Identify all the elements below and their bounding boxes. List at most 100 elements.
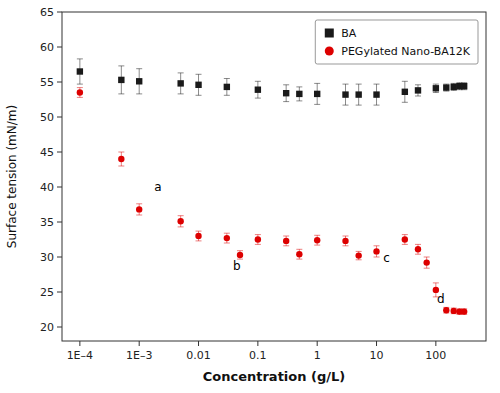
point xyxy=(443,84,449,90)
error-bar xyxy=(296,87,302,101)
error-bar-cap xyxy=(415,254,421,255)
error-bar xyxy=(402,235,408,245)
point xyxy=(255,87,261,93)
error-bar xyxy=(356,84,362,105)
error-bar-cap xyxy=(136,203,142,204)
error-bar-cap xyxy=(136,215,142,216)
error-bar-cap xyxy=(356,259,362,260)
error-bar-cap xyxy=(356,251,362,252)
error-bar-cap xyxy=(255,244,261,245)
y-tick-label: 40 xyxy=(40,181,54,194)
error-bar-cap xyxy=(374,257,380,258)
point xyxy=(77,68,83,74)
error-bar-cap xyxy=(415,84,421,85)
error-bar xyxy=(443,307,449,313)
y-tick-label: 20 xyxy=(40,321,54,334)
y-tick xyxy=(57,47,62,48)
point xyxy=(423,259,429,265)
point xyxy=(451,308,457,314)
x-tick xyxy=(257,341,258,346)
point xyxy=(415,87,421,93)
y-axis-label: Surface tension (mN/m) xyxy=(5,105,19,248)
error-bar-cap xyxy=(283,236,289,237)
y-tick-label: 60 xyxy=(40,41,54,54)
point xyxy=(177,218,183,224)
error-bar-cap xyxy=(224,233,230,234)
error-bar-cap xyxy=(374,105,380,106)
point xyxy=(355,91,361,97)
point xyxy=(443,307,449,313)
point xyxy=(314,237,320,243)
error-bar xyxy=(314,83,320,104)
error-bar xyxy=(314,235,320,245)
error-bar-cap xyxy=(224,78,230,79)
y-tick-label: 50 xyxy=(40,111,54,124)
error-bar-cap xyxy=(196,95,202,96)
x-tick-label: 100 xyxy=(425,349,446,362)
error-bar-cap xyxy=(283,101,289,102)
error-bar xyxy=(415,85,421,96)
error-bar xyxy=(255,81,261,98)
error-bar-cap xyxy=(77,58,83,59)
y-tick xyxy=(57,327,62,328)
error-bar xyxy=(255,235,261,245)
x-tick xyxy=(317,341,318,346)
error-bar-cap xyxy=(77,84,83,85)
y-tick xyxy=(57,82,62,83)
error-bar-cap xyxy=(224,243,230,244)
error-bar-cap xyxy=(314,104,320,105)
error-bar-cap xyxy=(178,215,184,216)
legend: BAPEGylated Nano-BA12K xyxy=(315,20,478,64)
x-tick xyxy=(79,341,80,346)
annotation: d xyxy=(437,292,445,306)
error-bar-cap xyxy=(296,100,302,101)
series xyxy=(77,88,468,315)
error-bar-cap xyxy=(283,245,289,246)
error-bar xyxy=(296,249,302,259)
error-bar-cap xyxy=(343,84,349,85)
y-tick xyxy=(57,222,62,223)
point xyxy=(402,89,408,95)
point xyxy=(433,85,439,91)
point xyxy=(237,252,243,258)
error-bar-cap xyxy=(77,97,83,98)
error-bar-cap xyxy=(343,245,349,246)
error-bar-cap xyxy=(178,72,184,73)
error-bar-cap xyxy=(255,81,261,82)
y-tick-label: 45 xyxy=(40,146,54,159)
error-bar xyxy=(343,236,349,246)
annotations: abcd xyxy=(154,180,444,306)
point xyxy=(283,90,289,96)
error-bar-cap xyxy=(433,282,439,283)
point xyxy=(224,84,230,90)
error-bar-cap xyxy=(424,257,430,258)
error-bar xyxy=(402,81,408,102)
y-tick-label: 35 xyxy=(40,216,54,229)
error-bar xyxy=(415,244,421,254)
x-tick-label: 0.1 xyxy=(249,349,267,362)
y-tick xyxy=(57,257,62,258)
error-bar-cap xyxy=(283,84,289,85)
point xyxy=(415,246,421,252)
error-bar-cap xyxy=(415,244,421,245)
error-bar-cap xyxy=(356,84,362,85)
y-tick xyxy=(57,292,62,293)
error-bar xyxy=(136,69,142,94)
error-bar-cap xyxy=(374,245,380,246)
error-bar-cap xyxy=(178,226,184,227)
error-bar xyxy=(451,83,457,90)
error-bar-cap xyxy=(402,81,408,82)
error-bar xyxy=(178,73,184,94)
error-bar xyxy=(178,216,184,227)
point xyxy=(296,251,302,257)
point xyxy=(283,238,289,244)
error-bar-cap xyxy=(196,231,202,232)
error-bar xyxy=(136,204,142,215)
error-bar-cap xyxy=(196,74,202,75)
x-tick xyxy=(435,341,436,346)
error-bar-cap xyxy=(255,98,261,99)
x-tick-label: 1E–3 xyxy=(126,349,152,362)
point xyxy=(373,248,379,254)
error-bar-cap xyxy=(343,105,349,106)
error-bar-cap xyxy=(118,166,124,167)
